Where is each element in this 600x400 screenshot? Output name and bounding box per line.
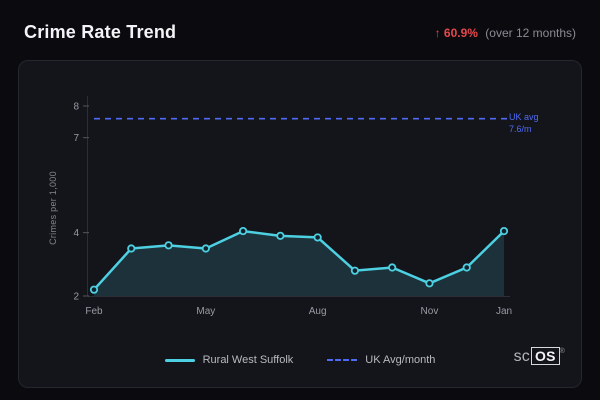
svg-text:Aug: Aug <box>309 306 327 317</box>
delta-value: 60.9% <box>443 25 478 40</box>
scos-logo: sc OS ® <box>513 347 565 366</box>
svg-text:4: 4 <box>73 228 79 239</box>
legend-item-rural-west-suffolk[interactable]: Rural West Suffolk <box>164 354 294 366</box>
registered-mark: ® <box>559 348 565 355</box>
reference-label-line1: UK avg <box>509 112 539 122</box>
dashed-line-swatch-icon <box>327 359 358 361</box>
svg-text:Jan: Jan <box>496 306 512 317</box>
svg-text:Feb: Feb <box>85 306 103 317</box>
trend-delta: ↑ 60.9% (over 12 months) <box>435 26 576 40</box>
up-arrow-icon: ↑ <box>434 25 441 40</box>
svg-text:7: 7 <box>73 133 79 144</box>
svg-text:May: May <box>196 306 215 317</box>
chart-card: Crimes per 1,000 2 4 7 8 Feb May Aug Nov Jan UK … <box>18 60 582 388</box>
svg-text:2: 2 <box>73 292 79 303</box>
brand-prefix: sc <box>513 348 530 365</box>
reference-label-line2: 7.6/m <box>509 124 532 134</box>
reference-line-label: UK avg 7.6/m <box>509 111 539 135</box>
delta-note: (over 12 months) <box>485 25 576 40</box>
svg-text:Nov: Nov <box>421 306 439 317</box>
legend-label-rural-west-suffolk: Rural West Suffolk <box>202 354 294 366</box>
legend-item-uk-avg[interactable]: UK Avg/month <box>327 354 435 366</box>
chart-legend: Rural West Suffolk UK Avg/month <box>19 354 581 366</box>
svg-text:8: 8 <box>73 102 79 113</box>
brand-box: OS <box>531 347 560 365</box>
legend-label-uk-avg: UK Avg/month <box>365 354 436 366</box>
line-swatch-icon <box>164 358 195 362</box>
page-header: Crime Rate Trend ↑ 60.9% (over 12 months… <box>0 0 600 43</box>
page-title: Crime Rate Trend <box>24 22 177 42</box>
y-axis-label: Crimes per 1,000 <box>48 171 58 245</box>
trend-chart-svg[interactable]: 2 4 7 8 Feb May Aug Nov Jan <box>69 86 514 341</box>
